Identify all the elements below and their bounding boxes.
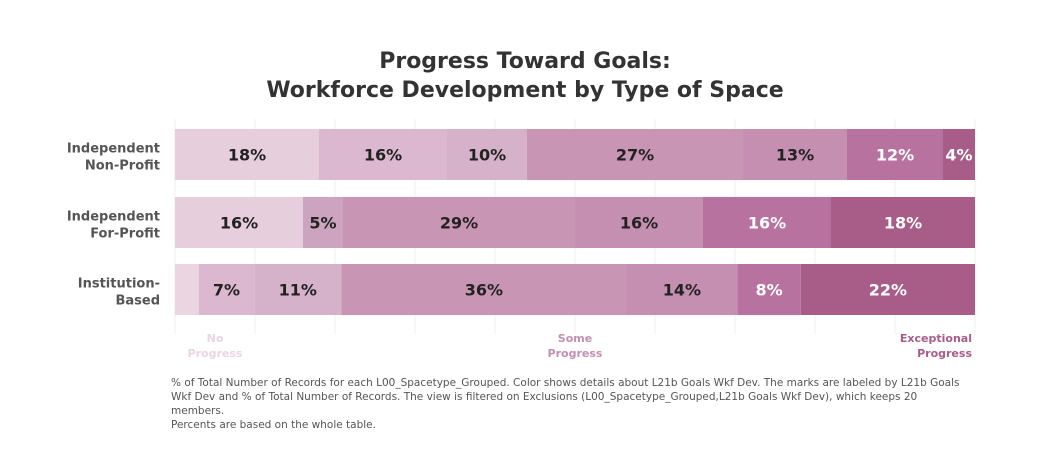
legend-label: Exceptional xyxy=(900,332,972,345)
bar-data-label: 16% xyxy=(220,214,258,233)
bar-data-label: 11% xyxy=(279,281,317,300)
bar-data-label: 36% xyxy=(465,281,503,300)
bar-labels: 18% 16% 10% 27% 13% 12% 4% 16% 5% 29% 16% 16% 18% 7% 1… xyxy=(213,146,973,300)
color-legend: No Progress Some Progress Exceptional Progres… xyxy=(188,332,973,360)
bar-segment xyxy=(254,264,342,315)
category-label: Independent xyxy=(67,210,160,225)
chart-title-line-1: Progress Toward Goals: xyxy=(379,49,671,74)
bar-segment xyxy=(800,264,975,315)
caption-line: Wkf Dev and % of Total Number of Records… xyxy=(171,391,918,417)
bar-segment xyxy=(343,197,575,248)
chart-caption: % of Total Number of Records for each L0… xyxy=(171,376,971,432)
category-label: Institution- xyxy=(78,277,160,292)
caption-line: % of Total Number of Records for each L0… xyxy=(171,377,960,389)
bar-segment xyxy=(703,197,831,248)
legend-label: No xyxy=(207,332,224,345)
bar-data-label: 8% xyxy=(755,281,782,300)
bar-segment xyxy=(527,129,743,180)
legend-label: Progress xyxy=(188,347,243,360)
bar-data-label: 5% xyxy=(309,214,336,233)
bar-data-label: 7% xyxy=(213,281,240,300)
bar-data-label: 27% xyxy=(616,146,654,165)
bar-data-label: 4% xyxy=(945,146,972,165)
bar-segment xyxy=(303,197,343,248)
bar-data-label: 10% xyxy=(468,146,506,165)
bar-segment xyxy=(626,264,738,315)
bar-data-label: 22% xyxy=(869,281,907,300)
bar-segment xyxy=(175,129,319,180)
caption-line: Percents are based on the whole table. xyxy=(171,419,376,431)
bar-segment xyxy=(743,129,847,180)
legend-label: Progress xyxy=(548,347,603,360)
bar-segment xyxy=(175,264,199,315)
bar-segment xyxy=(575,197,703,248)
category-label: Independent xyxy=(67,142,160,157)
bar-segment xyxy=(319,129,447,180)
bar-data-label: 18% xyxy=(884,214,922,233)
bar-data-label: 29% xyxy=(440,214,478,233)
category-labels: Independent Non-Profit Independent For-Prof… xyxy=(67,142,160,309)
bar-data-label: 14% xyxy=(663,281,701,300)
bar-segment xyxy=(831,197,975,248)
bar-data-label: 18% xyxy=(228,146,266,165)
bar-segment xyxy=(847,129,943,180)
bar-segment xyxy=(198,264,255,315)
bar-data-label: 16% xyxy=(364,146,402,165)
category-label: Based xyxy=(115,294,160,309)
category-label: For-Profit xyxy=(90,227,160,242)
legend-label: Progress xyxy=(917,347,972,360)
bar-segment xyxy=(447,129,527,180)
chart-title-line-2: Workforce Development by Type of Space xyxy=(266,78,784,103)
bar-segment xyxy=(943,129,975,180)
legend-label: Some xyxy=(558,332,592,345)
bar-segment xyxy=(175,197,303,248)
bar-segment xyxy=(341,264,627,315)
bar-data-label: 12% xyxy=(876,146,914,165)
bar-data-label: 13% xyxy=(776,146,814,165)
bar-segment xyxy=(737,264,801,315)
bars xyxy=(175,129,975,315)
bar-data-label: 16% xyxy=(620,214,658,233)
category-label: Non-Profit xyxy=(85,159,160,174)
bar-data-label: 16% xyxy=(748,214,786,233)
